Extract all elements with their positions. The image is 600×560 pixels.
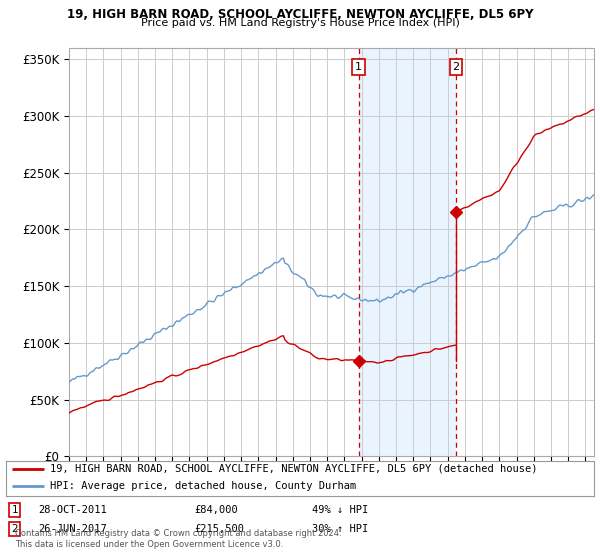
Text: 19, HIGH BARN ROAD, SCHOOL AYCLIFFE, NEWTON AYCLIFFE, DL5 6PY: 19, HIGH BARN ROAD, SCHOOL AYCLIFFE, NEW… [67, 8, 533, 21]
Text: 19, HIGH BARN ROAD, SCHOOL AYCLIFFE, NEWTON AYCLIFFE, DL5 6PY (detached house): 19, HIGH BARN ROAD, SCHOOL AYCLIFFE, NEW… [50, 464, 538, 474]
Bar [359, 48, 456, 456]
Text: 28-OCT-2011: 28-OCT-2011 [38, 505, 107, 515]
Text: 30% ↑ HPI: 30% ↑ HPI [312, 524, 368, 534]
Text: Price paid vs. HM Land Registry's House Price Index (HPI): Price paid vs. HM Land Registry's House … [140, 18, 460, 29]
Text: 2: 2 [452, 62, 460, 72]
Text: HPI: Average price, detached house, County Durham: HPI: Average price, detached house, Coun… [50, 481, 356, 491]
Text: 26-JUN-2017: 26-JUN-2017 [38, 524, 107, 534]
Text: 1: 1 [11, 505, 18, 515]
Text: 49% ↓ HPI: 49% ↓ HPI [312, 505, 368, 515]
Text: £84,000: £84,000 [194, 505, 238, 515]
Text: £215,500: £215,500 [194, 524, 244, 534]
Text: 1: 1 [355, 62, 362, 72]
Text: 2: 2 [11, 524, 18, 534]
Text: Contains HM Land Registry data © Crown copyright and database right 2024.
This d: Contains HM Land Registry data © Crown c… [15, 529, 341, 549]
